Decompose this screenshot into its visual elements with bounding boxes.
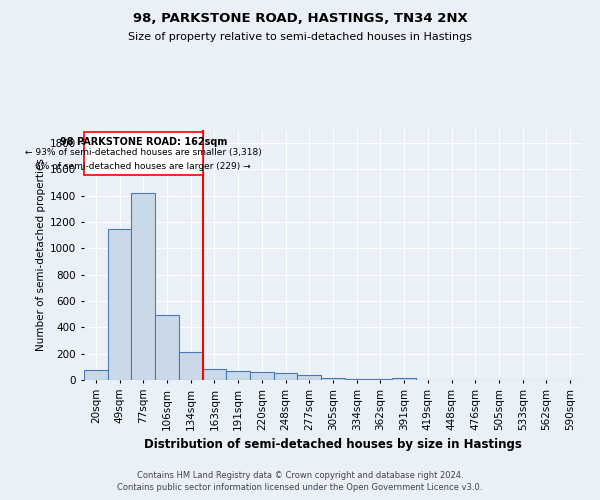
FancyBboxPatch shape: [84, 132, 203, 176]
Bar: [131, 193, 155, 380]
Bar: [179, 352, 203, 380]
Text: Size of property relative to semi-detached houses in Hastings: Size of property relative to semi-detach…: [128, 32, 472, 42]
Text: 6% of semi-detached houses are larger (229) →: 6% of semi-detached houses are larger (2…: [35, 162, 251, 171]
Text: Contains HM Land Registry data © Crown copyright and database right 2024.
Contai: Contains HM Land Registry data © Crown c…: [118, 471, 482, 492]
Y-axis label: Number of semi-detached properties: Number of semi-detached properties: [36, 158, 46, 352]
Text: ← 93% of semi-detached houses are smaller (3,318): ← 93% of semi-detached houses are smalle…: [25, 148, 262, 157]
Text: 98, PARKSTONE ROAD, HASTINGS, TN34 2NX: 98, PARKSTONE ROAD, HASTINGS, TN34 2NX: [133, 12, 467, 26]
Text: 98 PARKSTONE ROAD: 162sqm: 98 PARKSTONE ROAD: 162sqm: [59, 136, 227, 146]
Bar: [298, 376, 321, 380]
Bar: [345, 379, 368, 380]
Bar: [84, 370, 108, 380]
Bar: [155, 315, 179, 380]
X-axis label: Distribution of semi-detached houses by size in Hastings: Distribution of semi-detached houses by …: [144, 438, 522, 451]
Bar: [250, 372, 274, 380]
Bar: [321, 378, 345, 380]
Bar: [108, 228, 131, 380]
Bar: [226, 371, 250, 380]
Bar: [392, 378, 416, 380]
Bar: [274, 374, 298, 380]
Bar: [203, 370, 226, 380]
